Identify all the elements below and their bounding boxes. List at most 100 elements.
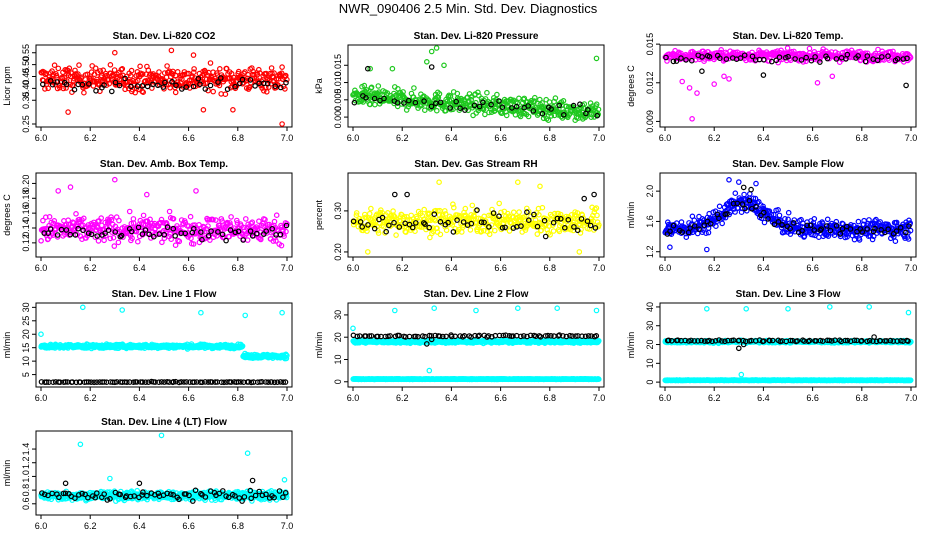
data-point: [363, 95, 369, 101]
y-tick-label: 0.40: [21, 80, 31, 98]
data-point: [593, 101, 600, 108]
data-point: [775, 207, 781, 213]
data-point: [128, 83, 134, 90]
data-points: [350, 45, 602, 124]
data-point: [890, 48, 896, 55]
data-point: [548, 113, 555, 119]
data-point: [431, 211, 438, 218]
data-point: [391, 219, 397, 226]
data-point: [240, 237, 247, 243]
data-point: [94, 379, 100, 386]
series-subset: [663, 51, 910, 89]
data-point: [145, 379, 152, 386]
series-all: [350, 45, 602, 124]
data-point: [773, 57, 780, 64]
data-point: [93, 88, 99, 94]
data-point: [790, 220, 797, 226]
data-point: [595, 106, 602, 113]
data-point: [861, 217, 867, 224]
y-tick-label: 1.6: [645, 215, 655, 228]
data-point: [471, 102, 478, 109]
data-point: [169, 71, 176, 78]
x-tick-label: 6.0: [347, 133, 360, 143]
data-point: [262, 379, 269, 385]
data-point: [739, 201, 746, 207]
data-point: [556, 102, 563, 109]
y-tick-label: 20: [21, 329, 31, 339]
x-tick-label: 6.4: [133, 393, 146, 403]
data-point: [723, 56, 730, 62]
data-point: [164, 224, 171, 230]
x-tick-label: 6.8: [544, 393, 557, 403]
data-point: [576, 249, 583, 255]
data-point: [215, 79, 221, 85]
data-point: [107, 62, 114, 68]
x-tick-label: 6.4: [133, 263, 146, 273]
data-point: [119, 307, 126, 313]
data-point: [365, 222, 371, 228]
x-tick-label: 6.0: [347, 393, 360, 403]
data-point: [38, 379, 45, 385]
data-point: [484, 89, 490, 96]
data-point: [525, 217, 532, 224]
data-point: [187, 80, 194, 87]
chart-title: Stan. Dev. Line 1 Flow: [112, 289, 217, 300]
x-tick-label: 6.4: [445, 393, 458, 403]
data-point: [784, 45, 791, 51]
plot-frame: [35, 302, 293, 388]
x-tick-label: 6.6: [182, 133, 195, 143]
y-axis-label: Licor ppm: [2, 66, 12, 106]
data-point: [421, 107, 428, 114]
data-point: [798, 57, 805, 63]
data-point: [59, 74, 66, 81]
data-point: [522, 227, 529, 233]
data-point: [514, 179, 521, 186]
data-point: [516, 209, 522, 215]
data-point: [797, 223, 803, 230]
data-point: [198, 229, 204, 235]
data-point: [721, 73, 727, 80]
data-point: [55, 188, 62, 194]
data-point: [172, 233, 179, 239]
x-tick-label: 6.6: [182, 393, 195, 403]
y-tick-label: 30: [333, 310, 343, 320]
data-point: [491, 227, 498, 234]
data-point: [45, 230, 52, 237]
data-point: [748, 186, 754, 193]
y-tick-label: 1.2: [645, 245, 655, 258]
data-point: [283, 79, 289, 86]
data-point: [278, 242, 285, 249]
data-point: [162, 79, 168, 86]
data-point: [190, 241, 197, 247]
data-point: [753, 203, 759, 210]
data-point: [366, 210, 373, 217]
data-point: [581, 195, 588, 202]
data-point: [808, 57, 815, 64]
data-point: [375, 230, 382, 236]
data-point: [678, 55, 684, 61]
data-point: [859, 229, 866, 235]
series-mid: [350, 305, 602, 374]
data-point: [219, 231, 226, 238]
data-point: [368, 205, 374, 212]
data-point: [166, 208, 173, 215]
data-point: [245, 379, 252, 385]
data-point: [481, 219, 487, 226]
data-point: [741, 191, 747, 198]
data-point: [116, 217, 122, 224]
data-point: [539, 204, 546, 211]
data-point: [811, 216, 818, 222]
y-tick-label: 0.009: [645, 110, 655, 133]
x-tick-label: 6.2: [708, 133, 721, 143]
series-all: [38, 304, 290, 362]
data-point: [537, 183, 543, 190]
data-point: [594, 212, 600, 219]
data-point: [534, 231, 541, 237]
data-point: [799, 228, 805, 234]
data-point: [748, 206, 755, 212]
data-point: [81, 215, 87, 222]
data-point: [554, 215, 561, 222]
data-point: [65, 70, 71, 76]
